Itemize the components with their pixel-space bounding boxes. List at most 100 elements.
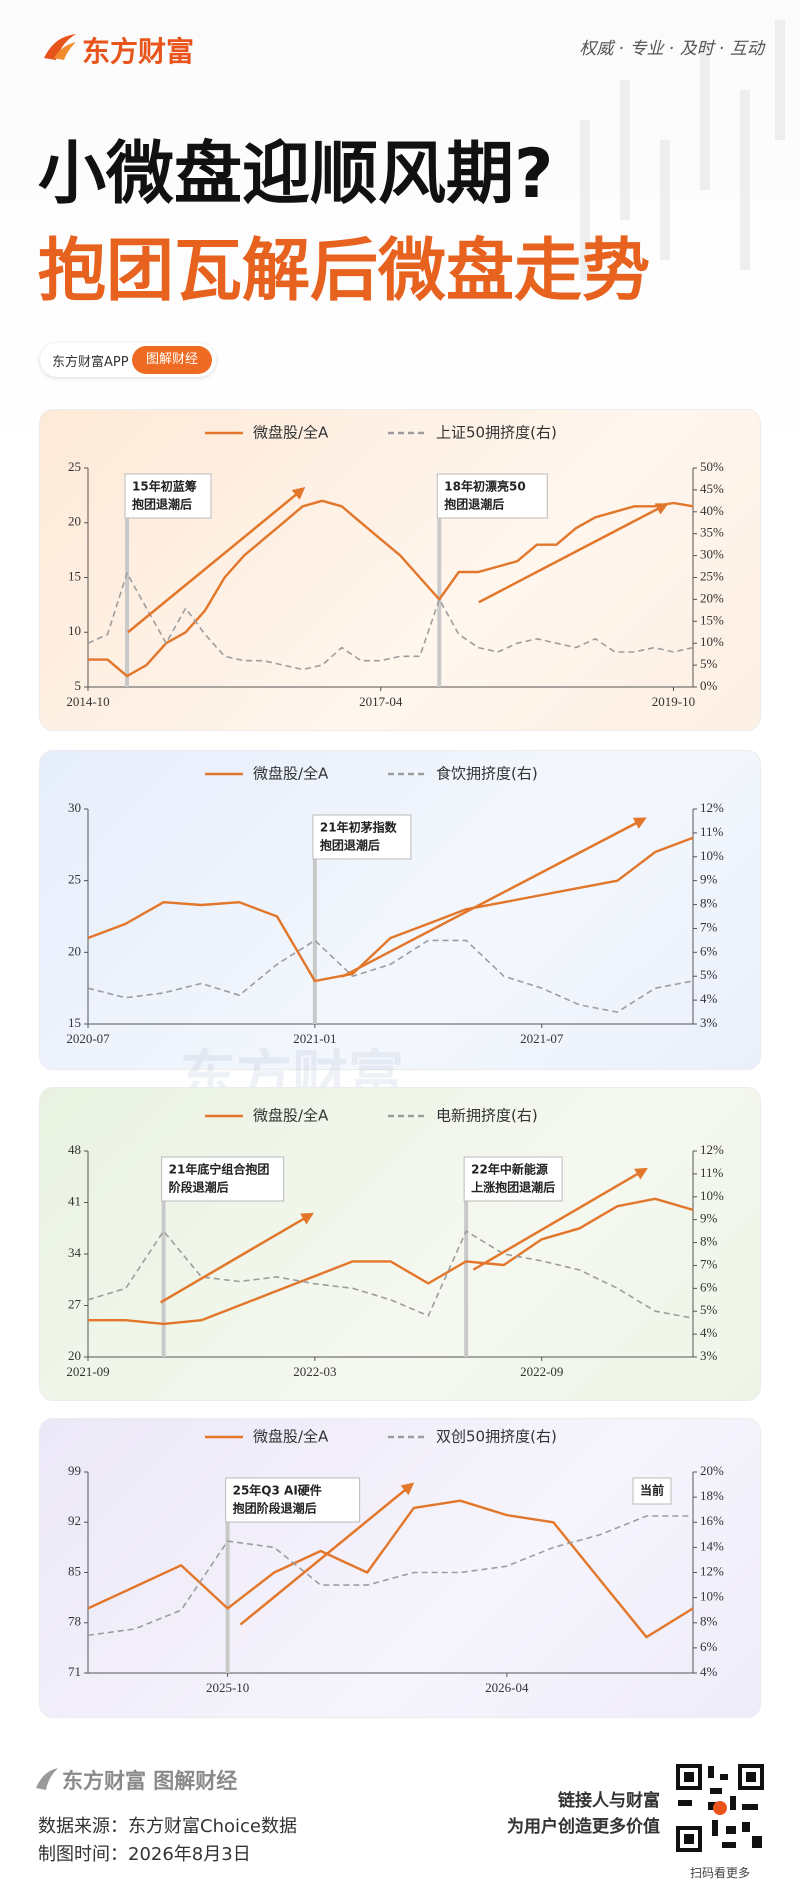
annotation-text: 抱团阶段退潮后 — [233, 1501, 317, 1516]
trend-arrow — [472, 1167, 648, 1271]
subtitle: 抱团瓦解后微盘走势 — [38, 232, 651, 311]
chart: 5 10 15 20 25 0% 5% 10% 15% 20% 25% 30% 35% 40% 45% 50%… — [66, 424, 724, 709]
app-name: 东方财富APP — [52, 355, 129, 370]
y-tick-label: 27 — [68, 1296, 82, 1311]
y-tick-label: 99 — [68, 1463, 81, 1478]
legend-label: 上证50拥挤度(右) — [436, 424, 557, 442]
chart: 20 27 34 41 48 3% 4% 5% 6% 7% 8% 9% 10% 11% 12% 2021-09… — [66, 1107, 724, 1379]
y2-tick-label: 8% — [700, 1234, 718, 1249]
trend-arrow — [341, 817, 647, 978]
y2-tick-label: 30% — [700, 547, 724, 562]
chart: 15 20 25 30 3% 4% 5% 6% 7% 8% 9% 10% 11% 12% 2020-07 20… — [66, 765, 724, 1046]
legend-label: 电新拥挤度(右) — [436, 1107, 538, 1125]
y2-tick-label: 20% — [700, 1463, 724, 1478]
legend-label: 微盘股/全A — [253, 1107, 329, 1125]
y2-tick-label: 4% — [700, 1664, 718, 1679]
y-tick-label: 20 — [68, 514, 81, 529]
title: 小微盘迎顺风期? — [38, 135, 554, 214]
y2-tick-label: 10% — [700, 1188, 724, 1203]
legend-label: 双创50拥挤度(右) — [436, 1428, 557, 1446]
x-tick-label: 2021-07 — [520, 1031, 564, 1046]
y2-tick-label: 8% — [700, 896, 718, 911]
x-tick-label: 2014-10 — [66, 694, 109, 709]
y2-tick-label: 45% — [700, 481, 724, 496]
annotation-text: 当前 — [640, 1483, 664, 1498]
annotation-text: 抱团退潮后 — [132, 497, 192, 512]
y2-tick-label: 3% — [700, 1348, 718, 1363]
chart-panel: 20 27 34 41 48 3% 4% 5% 6% 7% 8% 9% 10% 11% 12% 2021-09… — [39, 1087, 761, 1401]
y2-tick-label: 0% — [700, 678, 718, 693]
trend-arrow — [127, 487, 306, 634]
y2-tick-label: 10% — [700, 634, 724, 649]
annotation-box — [124, 473, 212, 519]
annotation-box — [463, 1156, 563, 1202]
legend-label: 微盘股/全A — [253, 1428, 329, 1446]
y2-tick-label: 7% — [700, 1256, 718, 1271]
x-tick-label: 2017-04 — [359, 694, 403, 709]
y2-tick-label: 9% — [700, 1211, 718, 1226]
candle-decor — [580, 20, 785, 280]
app-badge: 东方财富APP 图解财经 — [40, 343, 216, 377]
slogan: 权威 · 专业 · 及时 · 互动 — [579, 39, 764, 59]
y-tick-label: 85 — [68, 1563, 81, 1578]
x-tick-label: 2022-09 — [520, 1364, 563, 1379]
y2-tick-label: 6% — [700, 943, 718, 958]
y2-tick-label: 10% — [700, 848, 724, 863]
y2-tick-label: 12% — [700, 1142, 724, 1157]
series-line — [87, 1230, 694, 1319]
legend-label: 食饮拥挤度(右) — [436, 765, 538, 783]
x-tick-label: 2019-10 — [652, 694, 695, 709]
y2-tick-label: 5% — [700, 1302, 718, 1317]
y2-tick-label: 14% — [700, 1538, 724, 1553]
x-tick-label: 2026-04 — [485, 1680, 529, 1695]
y2-tick-label: 4% — [700, 1325, 718, 1340]
y2-tick-label: 18% — [700, 1488, 724, 1503]
annotation-text: 21年初茅指数 — [320, 820, 398, 835]
annotation-box — [632, 1477, 672, 1505]
chart: 71 78 85 92 99 4% 6% 8% 10% 12% 14% 16% 18% 20% 2025-1… — [68, 1428, 724, 1695]
annotation-text: 21年底宁组合抱团 — [169, 1162, 270, 1177]
x-tick-label: 2020-07 — [66, 1031, 110, 1046]
annotation-text: 18年初漂亮50 — [444, 479, 525, 494]
series-line — [87, 939, 694, 1013]
y-tick-label: 48 — [68, 1142, 81, 1157]
y-tick-label: 78 — [68, 1614, 81, 1629]
y-tick-label: 25 — [68, 872, 81, 887]
y2-tick-label: 6% — [700, 1279, 718, 1294]
y2-tick-label: 25% — [700, 568, 724, 583]
y-tick-label: 15 — [68, 568, 81, 583]
date: 制图时间：2026年8月3日 — [38, 1844, 251, 1865]
y2-tick-label: 15% — [700, 612, 724, 627]
logo-icon — [44, 34, 76, 60]
y2-tick-label: 5% — [700, 967, 718, 982]
annotation-text: 25年Q3 AI硬件 — [233, 1483, 322, 1498]
y-tick-label: 92 — [68, 1513, 81, 1528]
y2-tick-label: 4% — [700, 991, 718, 1006]
legend-label: 微盘股/全A — [253, 424, 329, 442]
badge: 图解财经 — [132, 346, 212, 374]
brand: 东方财富 — [82, 35, 195, 68]
y-tick-label: 10 — [68, 623, 81, 638]
series-line — [87, 1499, 694, 1639]
y2-tick-label: 7% — [700, 919, 718, 934]
y-tick-label: 71 — [68, 1664, 81, 1679]
trend-arrow — [159, 1212, 315, 1304]
y-tick-label: 41 — [68, 1193, 81, 1208]
footer-logo-icon — [36, 1768, 58, 1790]
y2-tick-label: 40% — [700, 503, 724, 518]
y-tick-label: 20 — [68, 1348, 81, 1363]
annotation-text: 抱团退潮后 — [320, 838, 380, 853]
series-line — [88, 1197, 694, 1326]
chart-panel: 71 78 85 92 99 4% 6% 8% 10% 12% 14% 16% 18% 20% 2025-1… — [39, 1418, 761, 1718]
annotation-text: 阶段退潮后 — [169, 1180, 229, 1195]
annotation-box — [225, 1477, 361, 1523]
series-line — [87, 836, 694, 983]
y2-tick-label: 5% — [700, 656, 718, 671]
y2-tick-label: 3% — [700, 1015, 718, 1030]
source: 数据来源：东方财富Choice数据 — [38, 1816, 297, 1837]
series-line — [87, 572, 694, 671]
y-tick-label: 20 — [68, 943, 81, 958]
y2-tick-label: 12% — [700, 800, 724, 815]
annotation-box — [312, 814, 412, 860]
